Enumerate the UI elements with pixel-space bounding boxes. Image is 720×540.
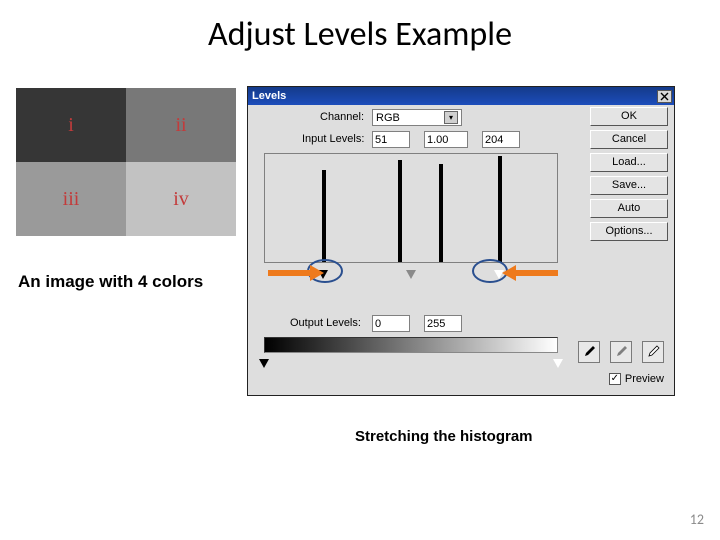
eyedroppers — [578, 341, 664, 363]
caption-stretch: Stretching the histogram — [355, 428, 533, 445]
output-black-slider[interactable] — [259, 359, 269, 368]
quadrant-i: i — [16, 88, 126, 162]
input-mid-field[interactable]: 1.00 — [424, 131, 468, 148]
chevron-down-icon[interactable]: ▾ — [444, 111, 458, 124]
input-black-value: 51 — [375, 134, 387, 146]
eyedropper-gray-icon[interactable] — [610, 341, 632, 363]
preview-row[interactable]: ✓ Preview — [609, 373, 664, 385]
preview-label: Preview — [625, 373, 664, 385]
close-button[interactable] — [657, 90, 672, 103]
output-white-slider[interactable] — [553, 359, 563, 368]
quadrant-iv: iv — [126, 162, 236, 236]
right-buttons: OK Cancel Load... Save... Auto Options..… — [590, 107, 668, 241]
options-button[interactable]: Options... — [590, 222, 668, 241]
output-black-value: 0 — [375, 318, 381, 330]
input-mid-value: 1.00 — [427, 134, 448, 146]
preview-checkbox[interactable]: ✓ — [609, 373, 621, 385]
input-levels-label: Input Levels: — [302, 133, 364, 145]
dialog-body: Channel: RGB ▾ Input Levels: 51 1.00 204 — [248, 105, 674, 395]
quadrant-ii: ii — [126, 88, 236, 162]
input-black-field[interactable]: 51 — [372, 131, 410, 148]
caption-4colors: An image with 4 colors — [18, 272, 203, 292]
titlebar[interactable]: Levels — [248, 87, 674, 105]
quadrant-iii: iii — [16, 162, 126, 236]
slide-title: Adjust Levels Example — [0, 14, 720, 55]
channel-label: Channel: — [320, 111, 364, 123]
output-white-field[interactable]: 255 — [424, 315, 462, 332]
output-gradient — [264, 337, 558, 353]
ok-button[interactable]: OK — [590, 107, 668, 126]
eyedropper-black-icon[interactable] — [578, 341, 600, 363]
input-white-field[interactable]: 204 — [482, 131, 520, 148]
cancel-button[interactable]: Cancel — [590, 130, 668, 149]
output-white-value: 255 — [427, 318, 445, 330]
four-color-image: i ii iii iv — [16, 88, 236, 236]
save-button[interactable]: Save... — [590, 176, 668, 195]
input-mid-slider[interactable] — [406, 270, 416, 279]
output-sliders-track[interactable] — [264, 354, 558, 368]
load-button[interactable]: Load... — [590, 153, 668, 172]
titlebar-text: Levels — [252, 90, 286, 102]
output-black-field[interactable]: 0 — [372, 315, 410, 332]
output-levels-label: Output Levels: — [290, 317, 361, 329]
channel-dropdown[interactable]: RGB ▾ — [372, 109, 462, 126]
levels-dialog: Levels Channel: RGB ▾ Input Levels: 51 1… — [247, 86, 675, 396]
auto-button[interactable]: Auto — [590, 199, 668, 218]
page-number: 12 — [690, 511, 704, 528]
channel-value: RGB — [376, 112, 400, 124]
eyedropper-white-icon[interactable] — [642, 341, 664, 363]
histogram — [264, 153, 558, 263]
close-icon — [660, 92, 669, 101]
input-white-value: 204 — [485, 134, 503, 146]
